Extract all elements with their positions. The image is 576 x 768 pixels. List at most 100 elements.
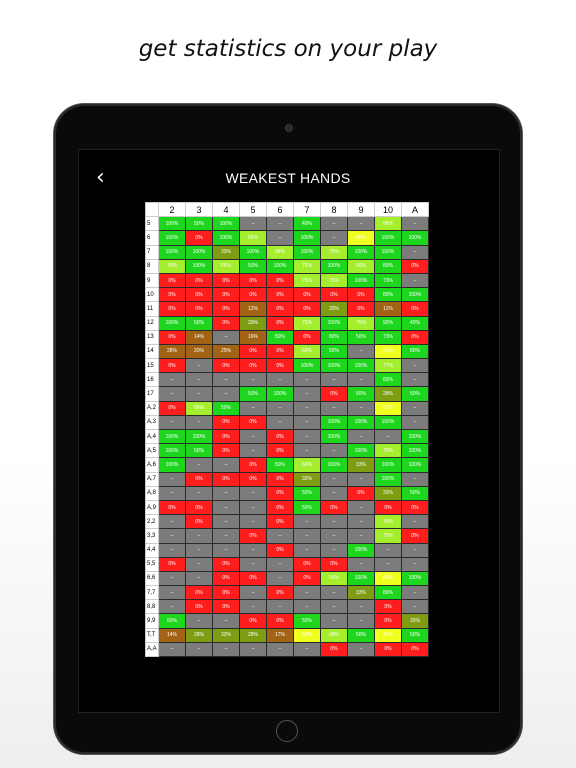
- stat-cell[interactable]: 33%: [374, 485, 402, 501]
- stat-cell[interactable]: –: [320, 400, 348, 416]
- stat-cell[interactable]: 40%: [293, 216, 321, 232]
- stat-cell[interactable]: –: [158, 372, 186, 388]
- stat-cell[interactable]: –: [239, 585, 267, 601]
- stat-cell[interactable]: –: [158, 514, 186, 530]
- stat-cell[interactable]: –: [401, 272, 429, 289]
- stat-cell[interactable]: 75%: [320, 244, 348, 260]
- stat-cell[interactable]: 0%: [266, 443, 294, 459]
- stat-cell[interactable]: 50%: [212, 400, 240, 416]
- stat-cell[interactable]: –: [239, 485, 267, 501]
- stat-cell[interactable]: –: [239, 514, 267, 530]
- stat-cell[interactable]: –: [266, 599, 294, 615]
- stat-cell[interactable]: –: [158, 485, 186, 501]
- stat-cell[interactable]: –: [320, 613, 348, 629]
- stat-cell[interactable]: 100%: [374, 414, 402, 431]
- stat-cell[interactable]: –: [266, 400, 294, 416]
- stat-cell[interactable]: 100%: [401, 287, 429, 303]
- stat-cell[interactable]: –: [401, 244, 429, 260]
- stat-cell[interactable]: 100%: [320, 358, 348, 374]
- stat-cell[interactable]: –: [185, 358, 213, 374]
- stat-cell[interactable]: –: [293, 599, 321, 615]
- stat-cell[interactable]: 100%: [374, 244, 402, 260]
- stat-cell[interactable]: 0%: [158, 400, 186, 416]
- stat-cell[interactable]: 100%: [239, 244, 267, 260]
- stat-cell[interactable]: 0%: [185, 301, 213, 317]
- stat-cell[interactable]: 11%: [374, 301, 402, 317]
- stat-cell[interactable]: 0%: [212, 428, 240, 445]
- stat-cell[interactable]: 0%: [347, 301, 375, 317]
- stat-cell[interactable]: 100%: [158, 443, 186, 459]
- stat-cell[interactable]: 16%: [239, 329, 267, 345]
- stat-cell[interactable]: –: [158, 528, 186, 544]
- stat-cell[interactable]: 100%: [320, 428, 348, 445]
- stat-cell[interactable]: –: [401, 542, 429, 558]
- stat-cell[interactable]: 60%: [374, 570, 402, 587]
- stat-cell[interactable]: 0%: [158, 272, 186, 289]
- stat-cell[interactable]: 83%: [374, 372, 402, 388]
- stat-cell[interactable]: 48%: [320, 627, 348, 643]
- stat-cell[interactable]: 75%: [320, 272, 348, 289]
- stat-cell[interactable]: 14%: [185, 329, 213, 345]
- stat-cell[interactable]: 50%: [185, 443, 213, 459]
- stat-cell[interactable]: –: [374, 542, 402, 558]
- stat-cell[interactable]: 0%: [266, 315, 294, 331]
- stat-cell[interactable]: –: [320, 485, 348, 501]
- stat-cell[interactable]: 0%: [239, 457, 267, 473]
- stat-cell[interactable]: 14%: [158, 627, 186, 643]
- stat-cell[interactable]: 66%: [320, 570, 348, 587]
- stat-cell[interactable]: 28%: [374, 386, 402, 402]
- stat-cell[interactable]: –: [212, 457, 240, 473]
- stat-cell[interactable]: –: [293, 542, 321, 558]
- stat-cell[interactable]: 100%: [374, 230, 402, 246]
- stat-cell[interactable]: –: [266, 556, 294, 572]
- stat-cell[interactable]: 0%: [401, 641, 429, 658]
- stat-cell[interactable]: 66%: [374, 216, 402, 232]
- stat-cell[interactable]: 100%: [185, 258, 213, 274]
- stat-cell[interactable]: 66%: [212, 258, 240, 274]
- stat-cell[interactable]: –: [293, 528, 321, 544]
- stat-cell[interactable]: 100%: [320, 414, 348, 431]
- stat-cell[interactable]: –: [185, 485, 213, 501]
- stat-cell[interactable]: 0%: [401, 301, 429, 317]
- stat-cell[interactable]: 0%: [347, 485, 375, 501]
- stat-cell[interactable]: –: [158, 471, 186, 487]
- stat-cell[interactable]: 33%: [347, 585, 375, 601]
- stat-cell[interactable]: 0%: [185, 585, 213, 601]
- stat-cell[interactable]: 28%: [239, 627, 267, 643]
- stat-cell[interactable]: 50%: [347, 329, 375, 345]
- stat-cell[interactable]: –: [185, 613, 213, 629]
- stat-cell[interactable]: 80%: [401, 343, 429, 360]
- stat-cell[interactable]: –: [347, 400, 375, 416]
- stat-cell[interactable]: –: [185, 386, 213, 402]
- stat-cell[interactable]: –: [212, 485, 240, 501]
- stat-cell[interactable]: 0%: [293, 570, 321, 587]
- stat-cell[interactable]: 100%: [347, 414, 375, 431]
- stat-cell[interactable]: –: [401, 514, 429, 530]
- stat-cell[interactable]: 0%: [347, 287, 375, 303]
- stat-cell[interactable]: 77%: [374, 358, 402, 374]
- stat-cell[interactable]: 0%: [212, 599, 240, 615]
- stat-cell[interactable]: 50%: [320, 343, 348, 360]
- stat-cell[interactable]: 100%: [266, 386, 294, 402]
- stat-cell[interactable]: 0%: [266, 542, 294, 558]
- stat-cell[interactable]: –: [347, 599, 375, 615]
- stat-cell[interactable]: –: [401, 585, 429, 601]
- stat-cell[interactable]: –: [401, 372, 429, 388]
- stat-cell[interactable]: 0%: [158, 556, 186, 572]
- stat-cell[interactable]: 0%: [212, 414, 240, 431]
- stat-cell[interactable]: 0%: [239, 613, 267, 629]
- stat-cell[interactable]: –: [320, 471, 348, 487]
- stat-cell[interactable]: 0%: [185, 599, 213, 615]
- stat-cell[interactable]: 50%: [401, 627, 429, 643]
- stat-cell[interactable]: –: [212, 372, 240, 388]
- stat-cell[interactable]: –: [320, 528, 348, 544]
- stat-cell[interactable]: 53%: [374, 343, 402, 360]
- stat-cell[interactable]: –: [158, 542, 186, 558]
- stat-cell[interactable]: 0%: [212, 585, 240, 601]
- stat-cell[interactable]: 0%: [374, 499, 402, 516]
- stat-cell[interactable]: 0%: [212, 471, 240, 487]
- stat-cell[interactable]: –: [158, 641, 186, 658]
- stat-cell[interactable]: –: [266, 230, 294, 246]
- stat-cell[interactable]: –: [239, 599, 267, 615]
- stat-cell[interactable]: –: [212, 386, 240, 402]
